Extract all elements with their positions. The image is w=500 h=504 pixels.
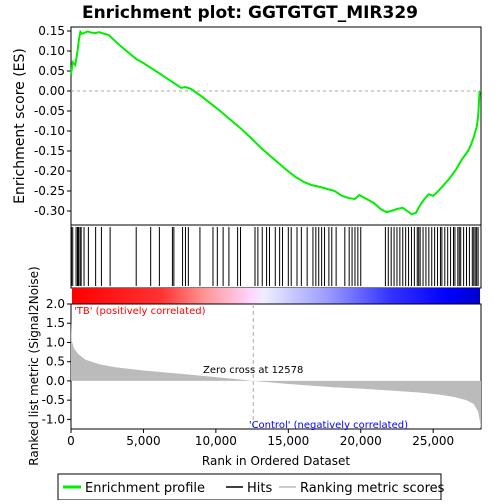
metric-y-tick-label: 1.5 (46, 316, 65, 330)
es-y-tick-label: 0.15 (38, 24, 65, 38)
enrichment-y-ticks: 0.15 0.10 0.05 0.00 -0.05 -0.10 -0.15 -0.20 -0.2… (34, 24, 71, 218)
legend-label-profile: Enrichment profile (85, 481, 205, 496)
es-y-tick-label: -0.20 (34, 164, 65, 178)
negative-correlation-label: 'Control' (negatively correlated) (249, 420, 408, 431)
enrichment-y-axis-label: Enrichment score (ES) (12, 48, 28, 204)
es-y-tick-label: 0.00 (38, 84, 65, 98)
x-tick-label: 20,000 (340, 434, 382, 448)
metric-y-axis-label: Ranked list metric (Signal2Noise) (27, 266, 41, 465)
es-y-tick-label: -0.25 (34, 184, 65, 198)
metric-y-tick-label: -1.0 (42, 412, 65, 426)
x-tick-label: 0 (67, 434, 75, 448)
hit-markers (70, 227, 479, 286)
x-tick-label: 25,000 (412, 434, 454, 448)
es-y-tick-label: -0.10 (34, 124, 65, 138)
es-y-tick-label: -0.30 (34, 204, 65, 218)
x-axis-label: Rank in Ordered Dataset (202, 454, 350, 468)
metric-y-ticks: 2.0 1.5 1.0 0.5 0.0 -0.5 -1.0 (42, 297, 71, 426)
metric-y-tick-label: -0.5 (42, 393, 65, 407)
chart-title: Enrichment plot: GGTGTGT_MIR329 (82, 3, 418, 23)
legend-label-hits: Hits (247, 481, 272, 496)
zero-cross-label: Zero cross at 12578 (203, 365, 303, 376)
x-tick-label: 15,000 (267, 434, 309, 448)
rank-color-gradient (72, 288, 480, 304)
hits-frame (70, 224, 482, 289)
enrichment-panel: 0.15 0.10 0.05 0.00 -0.05 -0.10 -0.15 -0.20 -0.2… (12, 24, 482, 226)
metric-plot-frame (70, 303, 482, 430)
es-y-tick-label: -0.15 (34, 144, 65, 158)
metric-y-tick-label: 0.5 (46, 355, 65, 369)
es-y-tick-label: 0.05 (38, 64, 65, 78)
enrichment-profile-line (70, 29, 481, 216)
x-tick-label: 5,000 (126, 434, 160, 448)
rank-color-bar (72, 288, 480, 304)
hits-panel (70, 224, 482, 289)
legend-label-metric: Ranking metric scores (300, 481, 445, 496)
metric-y-tick-label: 1.0 (46, 335, 65, 349)
x-tick-label: 10,000 (195, 434, 237, 448)
legend: Enrichment profile Hits Ranking metric s… (57, 473, 445, 501)
positive-correlation-label: 'TB' (positively correlated) (74, 306, 206, 317)
metric-x-ticks: 0 5,000 10,000 15,000 20,000 25,000 (67, 429, 454, 448)
ranking-metric-area (71, 319, 481, 429)
es-y-tick-label: -0.05 (34, 104, 65, 118)
metric-panel: 2.0 1.5 1.0 0.5 0.0 -0.5 -1.0 0 5,000 10,000 15,0… (27, 266, 482, 468)
metric-y-tick-label: 0.0 (46, 374, 65, 388)
es-y-tick-label: 0.10 (38, 44, 65, 58)
metric-y-tick-label: 2.0 (46, 297, 65, 311)
